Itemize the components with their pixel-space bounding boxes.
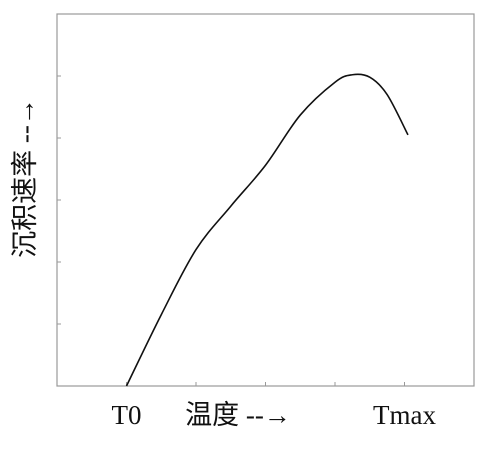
line (125, 73, 409, 387)
plot-frame (56, 13, 475, 387)
x-tick-label: Tmax (373, 400, 436, 430)
x-tick-label: T0 (112, 400, 142, 430)
x-axis-label: 温度 --→ (185, 400, 291, 430)
y-axis-label: 沉积速率 --→ (10, 98, 40, 258)
